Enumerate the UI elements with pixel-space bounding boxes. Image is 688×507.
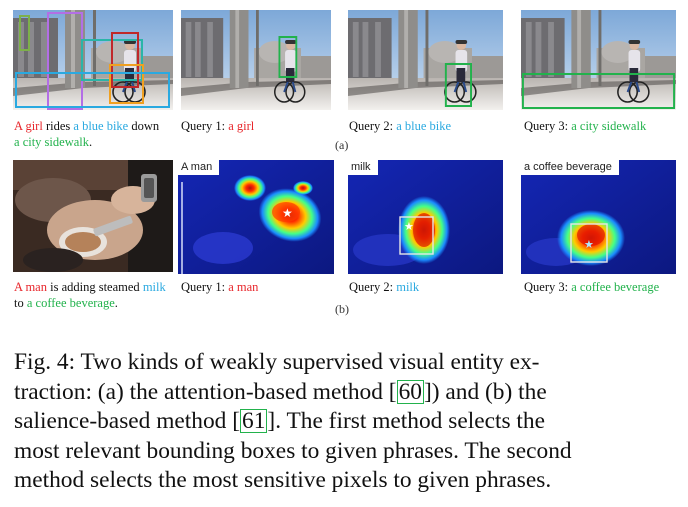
citation-link-60[interactable]: 60	[396, 378, 424, 405]
query-image-a2	[348, 10, 503, 110]
subfigure-label-a: (a)	[335, 138, 349, 152]
heatmap-b3: ★ a coffee beverage	[521, 160, 676, 274]
sentence-image-a	[13, 10, 173, 110]
heatmap-label-b2: milk	[348, 160, 378, 175]
svg-text:★: ★	[404, 220, 414, 233]
heatmap-label-b3: a coffee beverage	[521, 160, 619, 175]
figure-caption: Fig. 4: Two kinds of weakly supervised v…	[14, 348, 684, 496]
heatmap-b1: ★ A man	[178, 160, 334, 274]
subfigure-label-b: (b)	[335, 302, 349, 316]
sentence-image-b	[13, 160, 173, 272]
figure-caption-line-1: Fig. 4: Two kinds of weakly supervised v…	[14, 349, 540, 375]
sentence-caption-b: A man is adding steamed milk to a coffee…	[14, 280, 166, 310]
heatmap-label-b1: A man	[178, 160, 220, 175]
query-caption-b1: Query 1: a man	[181, 280, 259, 294]
figure-caption-line-5: method selects the most sensitive pixels…	[14, 467, 552, 493]
query-image-a1	[181, 10, 331, 110]
query-caption-a2: Query 2: a blue bike	[349, 119, 452, 133]
query-caption-a3: Query 3: a city sidewalk	[524, 119, 647, 133]
sentence-caption-a: A girl rides a blue bike down a city sid…	[14, 119, 160, 149]
query-caption-b2: Query 2: milk	[349, 280, 420, 294]
svg-text:★: ★	[584, 238, 594, 251]
figure-caption-line-4: most relevant bounding boxes to given ph…	[14, 437, 572, 464]
citation-link-61[interactable]: 61	[240, 408, 268, 434]
figure-caption-line-2: traction: (a) the attention-based method…	[14, 378, 547, 405]
heatmap-b2: ★ milk	[348, 160, 503, 274]
figure-caption-line-3: salience-based method [61]. The first me…	[14, 408, 545, 434]
query-caption-b3: Query 3: a coffee beverage	[524, 280, 660, 294]
query-image-a3	[521, 10, 676, 110]
query-caption-a1: Query 1: a girl	[181, 119, 255, 133]
svg-text:★: ★	[282, 206, 293, 220]
